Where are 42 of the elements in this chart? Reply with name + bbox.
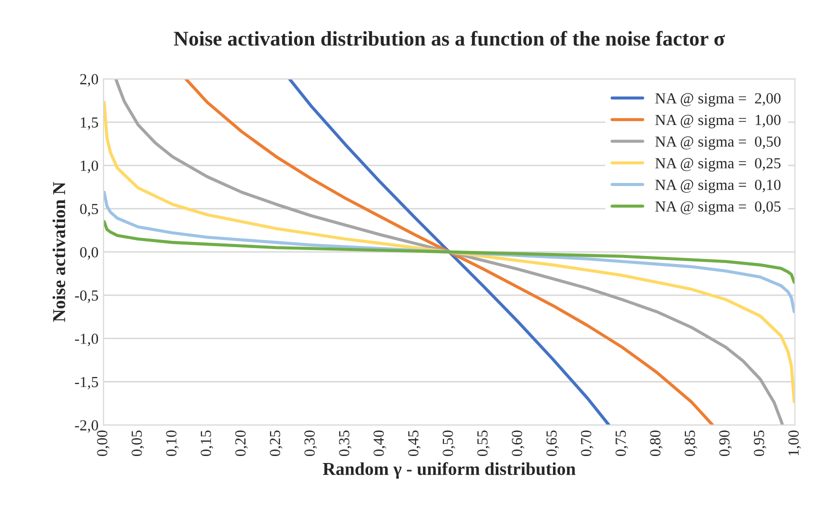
y-tick-label: -1,0: [75, 334, 98, 346]
y-tick-label: 1,0: [80, 160, 98, 174]
x-tick-label: 0,20: [235, 430, 248, 456]
x-tick-label: 0,55: [477, 430, 490, 456]
legend-label: NA @ sigma = 1,00: [655, 114, 781, 128]
x-tick-label: 0,15: [200, 430, 214, 456]
x-tick-label: 0,05: [132, 430, 144, 456]
line-series: [288, 78, 610, 426]
y-tick-label: -0,5: [75, 290, 98, 303]
chart-title: Noise activation distribution as a function of the noise factor σ: [174, 30, 725, 46]
legend-label: NA @ sigma = 0,50: [655, 136, 781, 150]
x-tick-label: 0,30: [304, 430, 317, 456]
x-tick-label: 0,85: [684, 430, 698, 456]
y-tick-label: 0,0: [80, 247, 98, 260]
y-tick-label: -2,0: [75, 420, 98, 433]
y-tick-label: 2,0: [80, 74, 98, 87]
x-tick-label: 0,60: [512, 430, 524, 456]
x-tick-label: 0,10: [166, 430, 179, 456]
legend-label: NA @ sigma = 0,10: [655, 180, 781, 194]
legend-label: NA @ sigma = 2,00: [655, 93, 781, 107]
x-axis-title: Random γ - uniform distribution: [322, 462, 576, 479]
x-tick-label: 0,00: [97, 430, 110, 456]
legend-label: NA @ sigma = 0,05: [655, 201, 781, 215]
x-tick-label: 0,25: [270, 430, 282, 456]
x-tick-label: 0,50: [442, 430, 456, 456]
x-tick-label: 0,70: [580, 430, 594, 456]
x-tick-label: 0,40: [374, 430, 386, 456]
x-tick-label: 1,00: [788, 430, 801, 456]
x-tick-label: 0,80: [650, 430, 663, 456]
y-tick-label: 0,5: [80, 204, 98, 216]
x-tick-label: 0,65: [546, 430, 559, 456]
line-series: [114, 78, 784, 426]
x-tick-label: 0,45: [408, 430, 421, 456]
x-tick-label: 0,75: [616, 430, 628, 456]
x-tick-label: 0,35: [338, 430, 352, 456]
y-axis-title: Noise activation N: [52, 182, 66, 322]
x-tick-label: 0,90: [719, 430, 732, 456]
line-series: [104, 220, 795, 284]
legend-label: NA @ sigma = 0,25: [655, 158, 781, 172]
y-tick-label: -1,5: [75, 376, 98, 390]
x-tick-label: 0,95: [754, 430, 766, 456]
y-tick-label: 1,5: [80, 117, 98, 130]
